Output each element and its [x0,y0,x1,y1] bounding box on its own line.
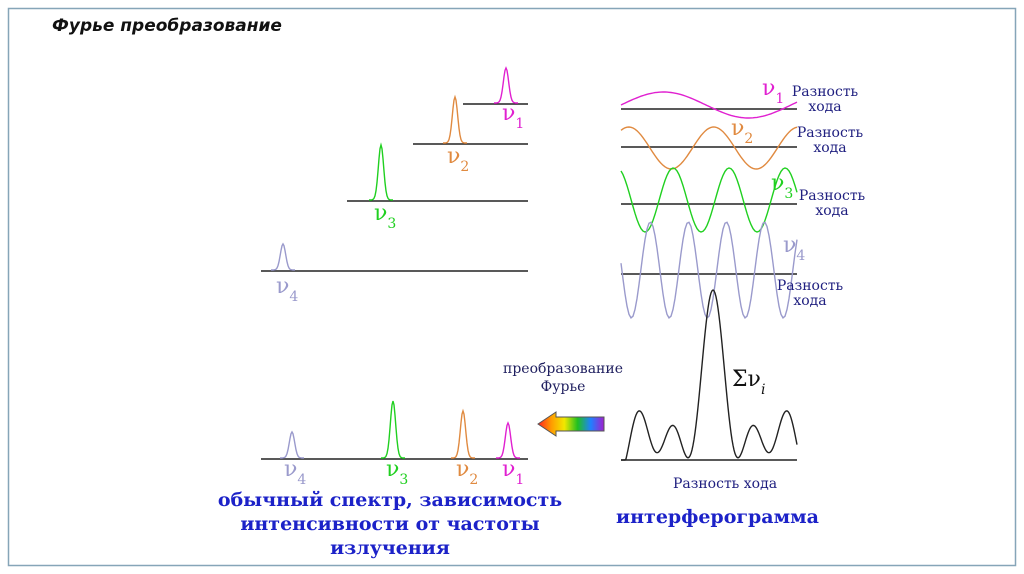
symbol: ν [762,76,775,101]
title: Фурье преобразование [52,16,282,36]
symbol: ν [447,144,460,169]
wave [620,91,798,119]
symbol: ν [502,457,515,482]
symbol: ν [502,101,515,126]
nu-label: ν2 [456,457,478,488]
nu-label: ν3 [771,171,793,202]
axis-label: Разность хода [798,188,866,219]
nu-label: ν1 [502,457,524,488]
index: 3 [387,216,396,232]
peak [271,242,295,271]
index: 3 [399,472,408,488]
wave [620,167,798,233]
nu-label: ν1 [502,101,524,132]
wave [620,126,798,170]
nu-label: ν3 [374,201,396,232]
nu-label: ν2 [447,144,469,175]
nu-label: ν3 [386,457,408,488]
nu-label: ν1 [762,76,784,107]
interferogram-curve [621,289,798,461]
spectrum-caption: обычный спектр, зависимость интенсивност… [217,489,563,559]
index: 1 [775,91,784,107]
peak [496,421,520,459]
index: 2 [469,472,478,488]
symbol: ν [276,274,289,299]
peak [381,400,405,459]
index: i [761,382,765,398]
nu-label: ν4 [783,233,805,264]
peak [280,430,304,459]
index: 1 [515,116,524,132]
nu-label: ν4 [276,274,298,305]
index: 3 [784,186,793,202]
symbol: ν [284,457,297,482]
axis-label: Разность хода [796,125,864,156]
index: 4 [289,289,298,305]
peak [494,66,518,104]
symbol: ν [731,116,744,141]
symbol: ν [456,457,469,482]
transform-label: преобразование Фурье [503,361,623,395]
sum-label: Σνi [732,367,765,398]
nu-label: ν2 [731,116,753,147]
index: 2 [460,159,469,175]
index: 4 [796,248,805,264]
index: 4 [297,472,306,488]
frame [7,7,1017,567]
symbol: ν [386,457,399,482]
nu-label: ν4 [284,457,306,488]
arrow [537,411,605,437]
interferogram-caption: интерферограмма [616,506,819,528]
symbol: ν [374,201,387,226]
axis-label: Разность хода [776,278,844,309]
peak [451,408,475,459]
axis-label: Разность хода [791,84,859,115]
symbol: ν [783,233,796,258]
peak [443,94,467,144]
peak [369,142,393,201]
symbol: Σν [732,367,761,392]
axis-label: Разность хода [672,476,778,492]
index: 2 [744,131,753,147]
wave [620,221,798,319]
index: 1 [515,472,524,488]
symbol: ν [771,171,784,196]
